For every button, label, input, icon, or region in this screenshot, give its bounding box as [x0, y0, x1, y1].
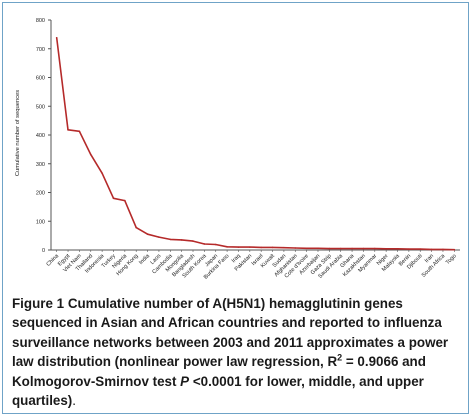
data-point [442, 248, 444, 251]
data-point [78, 130, 81, 133]
data-point [226, 246, 228, 248]
data-point [67, 129, 69, 131]
figure-caption: Figure 1 Cumulative number of A(H5N1) he… [12, 294, 464, 410]
y-tick-label: 100 [36, 219, 45, 225]
y-axis-label: Cumulative number of sequences [15, 90, 21, 176]
data-point [373, 247, 376, 250]
caption-italic-p: P [180, 373, 190, 389]
data-point [408, 248, 410, 250]
caption-text-c: <0.0001 for lower, middle, and upper qua… [12, 373, 424, 409]
data-point [396, 248, 399, 250]
x-tick-label: Iran [424, 253, 435, 264]
data-point [419, 248, 422, 250]
caption-label: Figure 1 [12, 296, 65, 311]
data-point [260, 246, 262, 249]
data-point [351, 247, 353, 250]
data-point [271, 246, 274, 249]
data-point [169, 238, 172, 241]
x-tick-label: Togo [445, 253, 458, 266]
data-point [294, 247, 297, 249]
data-point [180, 239, 183, 241]
caption-text-d: . [72, 393, 77, 409]
data-point [328, 247, 331, 250]
data-point [101, 172, 103, 175]
y-tick-label: 600 [36, 76, 45, 82]
data-point [214, 243, 217, 246]
x-tick-label: Iraq [231, 253, 242, 264]
data-point [146, 233, 149, 235]
caption-text-a: Cumulative number of A(H5N1) hemagglutin… [12, 296, 449, 370]
data-point [135, 226, 138, 229]
y-tick-label: 800 [36, 18, 45, 24]
y-tick-label: 700 [36, 47, 45, 53]
data-point [453, 248, 456, 251]
y-tick-label: 500 [36, 104, 45, 110]
data-point [237, 246, 240, 248]
data-point [55, 37, 58, 39]
y-tick-label: 200 [36, 191, 45, 197]
line-chart: 0 100 200 300 400 500 600 700 800 Cumulative numb… [15, 18, 460, 281]
y-tick-label: 300 [36, 162, 45, 168]
data-point [430, 248, 433, 251]
data-point [249, 246, 251, 248]
y-tick-label: 0 [42, 248, 45, 254]
caption-superscript: 2 [337, 352, 343, 363]
data-point [112, 197, 115, 200]
caption-text-b: = 0.9066 and Kolmogorov-Smirnov test [12, 354, 426, 389]
data-point [317, 247, 319, 250]
data-point [339, 247, 342, 250]
figure-frame: 0 100 200 300 400 500 600 700 800 Cumulative numb… [2, 2, 469, 414]
data-point [385, 248, 387, 250]
data-point [362, 247, 365, 250]
data-point [192, 240, 194, 242]
y-tick-label: 400 [36, 133, 45, 139]
data-point [158, 236, 160, 238]
data-point [283, 246, 285, 249]
data-point [89, 153, 92, 156]
series-line [55, 36, 456, 251]
x-tick-label: India [138, 253, 151, 266]
data-point [305, 247, 308, 250]
data-point [203, 243, 206, 245]
chart-area: 0 100 200 300 400 500 600 700 800 Cumulative numb… [3, 3, 470, 293]
data-point [124, 199, 126, 202]
